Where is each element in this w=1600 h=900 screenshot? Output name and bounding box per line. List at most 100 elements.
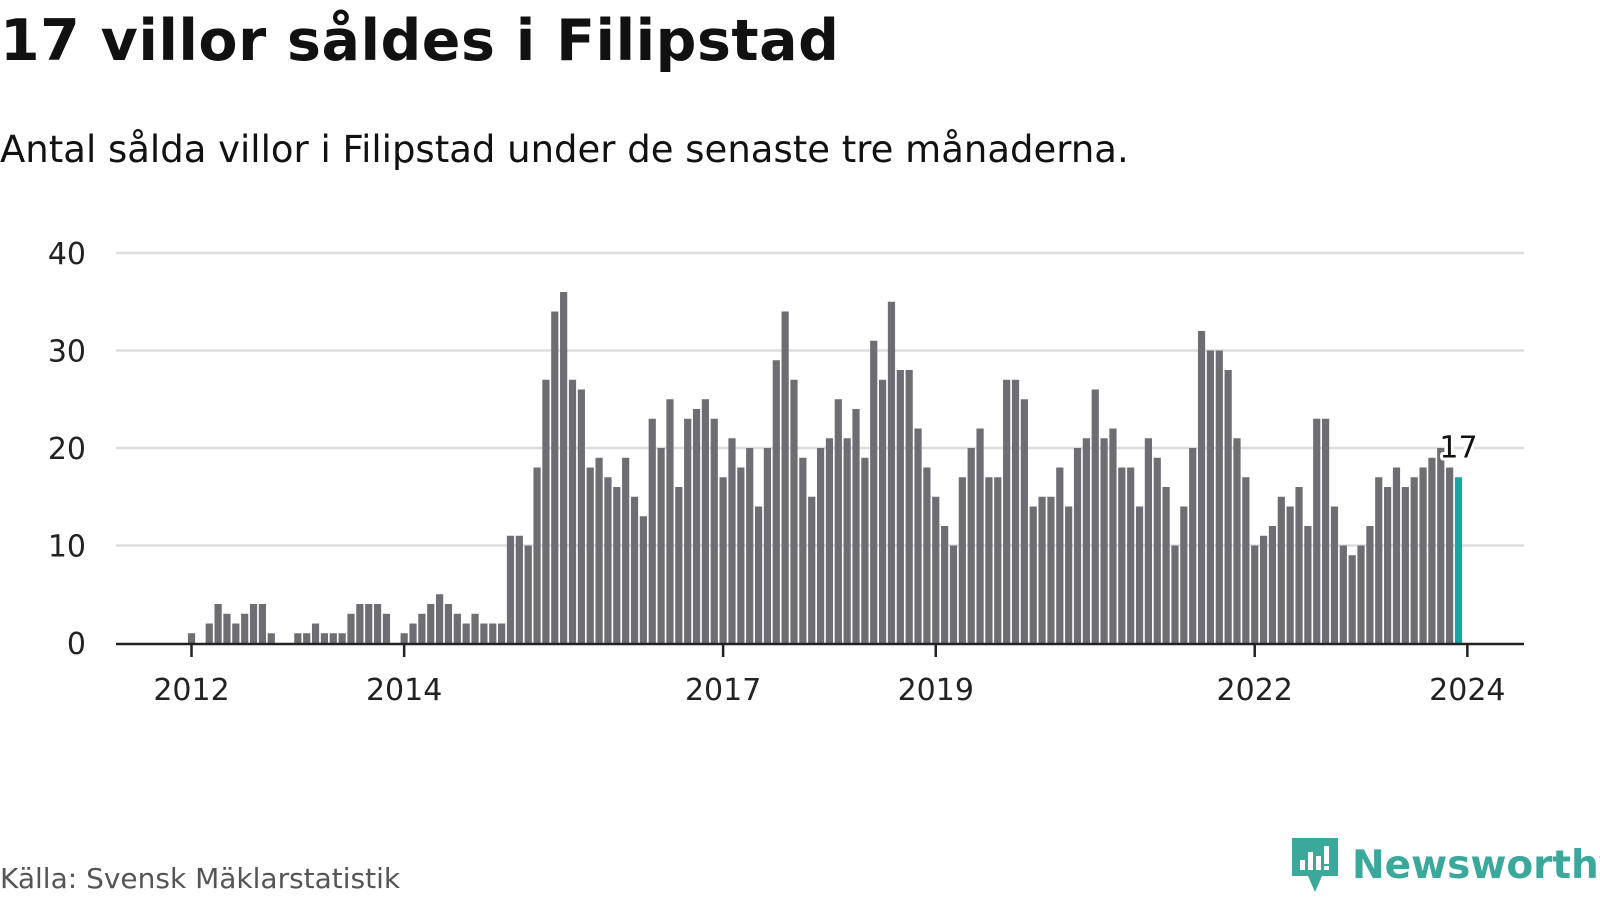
bar (604, 477, 612, 643)
bar (1003, 379, 1011, 643)
bar (347, 613, 355, 643)
bar (834, 399, 842, 643)
bar (1446, 467, 1454, 643)
bar (1109, 428, 1117, 643)
bar (187, 633, 196, 643)
y-tick-label: 20 (48, 432, 86, 467)
bar (1171, 545, 1179, 643)
bar (1348, 555, 1356, 643)
bar (1091, 389, 1099, 643)
bar (586, 467, 594, 643)
x-tick-label: 2012 (153, 673, 229, 708)
bar (1313, 418, 1321, 643)
bar (1259, 535, 1268, 643)
bar (568, 379, 577, 643)
bar (436, 594, 444, 643)
bar (746, 448, 754, 643)
chart-title: 17 villor såldes i Filipstad (0, 8, 840, 74)
y-tick-label: 0 (67, 627, 86, 662)
bar (453, 613, 461, 643)
bar (1224, 370, 1232, 643)
bar (728, 438, 736, 643)
bar (994, 477, 1002, 643)
bar (1375, 477, 1383, 643)
bar (577, 389, 585, 643)
source-note: Källa: Svensk Mäklarstatistik (0, 862, 401, 895)
bar (879, 379, 887, 643)
bar (763, 448, 772, 643)
bar (1295, 487, 1303, 643)
bar (1277, 496, 1285, 643)
bar (932, 496, 940, 643)
bar (1384, 487, 1392, 643)
bar (214, 604, 222, 643)
bar (311, 623, 320, 643)
bar (515, 535, 523, 643)
bar (1322, 418, 1330, 643)
bar (1242, 477, 1250, 643)
bar (1357, 545, 1365, 643)
bar (320, 633, 329, 643)
bar (1410, 477, 1418, 643)
bar (489, 623, 497, 643)
bar (976, 428, 984, 643)
bar (1366, 526, 1374, 643)
bar (1065, 506, 1073, 643)
bar (861, 457, 869, 643)
bar (799, 457, 807, 643)
bar (958, 477, 966, 643)
bar (684, 418, 692, 643)
bar (205, 623, 213, 643)
bar (232, 623, 240, 643)
bar (427, 604, 435, 643)
bar (480, 623, 488, 643)
bar (560, 292, 568, 643)
bar (338, 633, 346, 643)
bar (1180, 506, 1188, 643)
x-tick-label: 2019 (898, 673, 974, 708)
bar (1100, 438, 1108, 643)
bar (1020, 399, 1028, 643)
bar (356, 604, 364, 643)
bar (896, 370, 904, 643)
bar (1286, 506, 1294, 643)
bar (223, 613, 231, 643)
bar (887, 301, 896, 643)
bar (622, 457, 630, 643)
bar (294, 633, 302, 643)
bar (985, 477, 993, 643)
bar (1029, 506, 1037, 643)
bar (772, 360, 780, 643)
bar (852, 409, 860, 643)
bar (1233, 438, 1241, 643)
bar (639, 516, 647, 643)
bar (949, 545, 958, 643)
bar (1304, 526, 1312, 643)
x-tick-label: 2017 (685, 673, 761, 708)
bar (657, 448, 665, 643)
x-tick-label: 2014 (366, 673, 442, 708)
bar (462, 623, 470, 643)
brand-logo: Newsworthy (1290, 836, 1600, 894)
bar (808, 496, 816, 643)
bar (1189, 448, 1197, 643)
bar (790, 379, 798, 643)
bar (1197, 331, 1206, 643)
bar (258, 604, 266, 643)
bar (382, 613, 391, 643)
bar (418, 613, 426, 643)
bar (241, 613, 249, 643)
bar (781, 311, 789, 643)
bar (1392, 467, 1401, 643)
brand-name: Newsworthy (1352, 842, 1600, 888)
bar (941, 526, 949, 643)
bar (595, 457, 603, 643)
bar (533, 467, 541, 643)
bar (373, 604, 382, 643)
bar (967, 448, 975, 643)
bar (329, 633, 337, 643)
y-tick-label: 40 (48, 237, 86, 272)
bar (1153, 457, 1161, 643)
bar (249, 604, 258, 643)
